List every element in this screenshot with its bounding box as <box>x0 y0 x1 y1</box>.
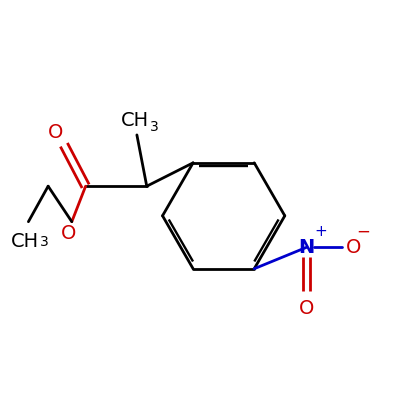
Text: −: − <box>356 223 370 241</box>
Text: N: N <box>298 238 315 257</box>
Text: CH: CH <box>121 111 149 130</box>
Text: 3: 3 <box>40 236 48 250</box>
Text: CH: CH <box>10 232 38 250</box>
Text: 3: 3 <box>150 120 158 134</box>
Text: O: O <box>299 299 314 318</box>
Text: +: + <box>314 224 327 240</box>
Text: O: O <box>61 224 76 243</box>
Text: O: O <box>48 123 63 142</box>
Text: O: O <box>346 238 361 257</box>
